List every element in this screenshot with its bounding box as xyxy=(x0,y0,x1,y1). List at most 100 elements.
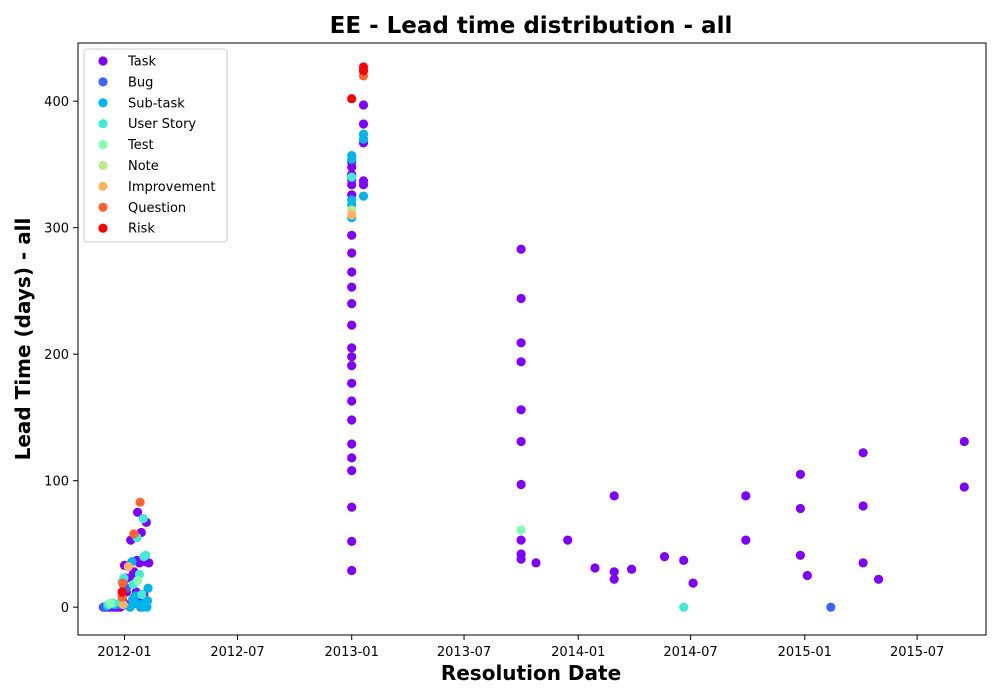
legend-marker xyxy=(98,98,108,108)
data-point xyxy=(858,558,868,568)
legend-label: Risk xyxy=(128,222,155,237)
data-point xyxy=(516,549,526,559)
x-tick-label: 2013-01 xyxy=(325,645,379,660)
data-point xyxy=(347,282,357,292)
data-point xyxy=(347,352,357,362)
legend-label: Bug xyxy=(128,75,153,90)
y-tick-label: 400 xyxy=(44,95,69,110)
data-point xyxy=(347,172,357,182)
data-point xyxy=(609,491,619,501)
data-point xyxy=(129,529,139,539)
data-point xyxy=(347,299,357,309)
data-point xyxy=(795,550,806,560)
data-point xyxy=(659,552,670,562)
data-point xyxy=(802,570,812,581)
data-point xyxy=(141,550,151,560)
data-point xyxy=(516,357,526,367)
y-axis-ticks: 0 100 200 300 400 xyxy=(44,95,78,616)
data-point xyxy=(347,94,357,104)
legend-marker xyxy=(98,119,108,129)
data-point xyxy=(358,191,369,201)
data-point xyxy=(874,574,884,584)
data-point xyxy=(133,507,143,517)
data-point xyxy=(347,453,357,463)
data-point xyxy=(563,535,573,545)
x-tick-label: 2014-01 xyxy=(551,645,605,660)
y-tick-label: 200 xyxy=(44,348,69,363)
data-point xyxy=(347,267,357,277)
data-point xyxy=(516,479,526,490)
chart-title: EE - Lead time distribution - all xyxy=(330,13,733,39)
legend-marker xyxy=(98,140,108,150)
data-point xyxy=(516,535,526,545)
data-point xyxy=(358,62,369,72)
data-point xyxy=(347,466,357,476)
legend-label: Note xyxy=(128,159,159,174)
legend-label: Sub-task xyxy=(128,96,185,111)
x-tick-label: 2015-01 xyxy=(778,645,832,660)
data-point xyxy=(795,503,806,514)
data-point xyxy=(347,361,357,371)
data-point xyxy=(135,497,145,507)
x-axis-ticks: 2012-01 2012-07 2013-01 2013-07 2014-01 2014-… xyxy=(97,635,944,660)
data-point xyxy=(516,525,526,535)
data-point xyxy=(347,565,357,576)
data-point xyxy=(516,293,526,304)
data-point xyxy=(142,596,153,606)
legend-marker xyxy=(98,77,108,87)
data-point xyxy=(795,469,806,479)
data-point xyxy=(627,564,637,574)
data-point xyxy=(516,244,526,254)
data-point xyxy=(741,535,751,545)
data-point xyxy=(144,558,154,568)
data-point xyxy=(609,574,619,584)
legend-box xyxy=(83,48,228,243)
data-point xyxy=(688,578,698,588)
data-point xyxy=(347,248,357,258)
plot-area-frame xyxy=(77,42,987,636)
data-point xyxy=(347,195,357,205)
data-point xyxy=(679,555,689,566)
x-axis-title: Resolution Date xyxy=(441,661,621,685)
data-point xyxy=(679,602,689,612)
data-point xyxy=(609,567,619,577)
data-point xyxy=(143,583,153,593)
y-tick-label: 0 xyxy=(61,601,69,616)
data-point xyxy=(358,129,369,139)
data-point xyxy=(358,100,369,110)
data-point xyxy=(516,338,526,348)
data-point xyxy=(118,600,128,610)
data-point xyxy=(347,415,357,425)
data-point xyxy=(531,558,541,568)
legend-marker xyxy=(98,160,108,171)
y-tick-label: 300 xyxy=(44,222,69,237)
data-point xyxy=(347,536,357,547)
data-points xyxy=(98,62,969,612)
legend: Task Bug Sub-task User Story Test Note Improve… xyxy=(83,48,228,243)
data-point xyxy=(347,439,357,449)
data-point xyxy=(118,578,128,588)
legend-label: Task xyxy=(127,55,157,70)
data-point xyxy=(138,514,148,524)
x-tick-label: 2012-01 xyxy=(97,645,151,660)
legend-label: Improvement xyxy=(128,180,215,195)
data-point xyxy=(117,587,127,597)
data-point xyxy=(347,210,357,220)
data-point xyxy=(347,378,357,388)
legend-label: Question xyxy=(128,201,186,216)
data-point xyxy=(347,230,357,240)
data-point xyxy=(959,436,969,447)
data-point xyxy=(133,576,143,586)
legend-marker xyxy=(98,202,108,212)
legend-marker xyxy=(98,56,108,66)
legend-label: Test xyxy=(127,138,154,153)
data-point xyxy=(105,598,115,609)
legend-label: User Story xyxy=(128,117,196,132)
x-tick-label: 2015-07 xyxy=(890,645,944,660)
data-point xyxy=(347,396,357,406)
data-point xyxy=(959,482,969,492)
x-tick-label: 2013-07 xyxy=(437,645,491,660)
legend-marker xyxy=(98,181,108,191)
y-tick-label: 100 xyxy=(44,475,69,490)
